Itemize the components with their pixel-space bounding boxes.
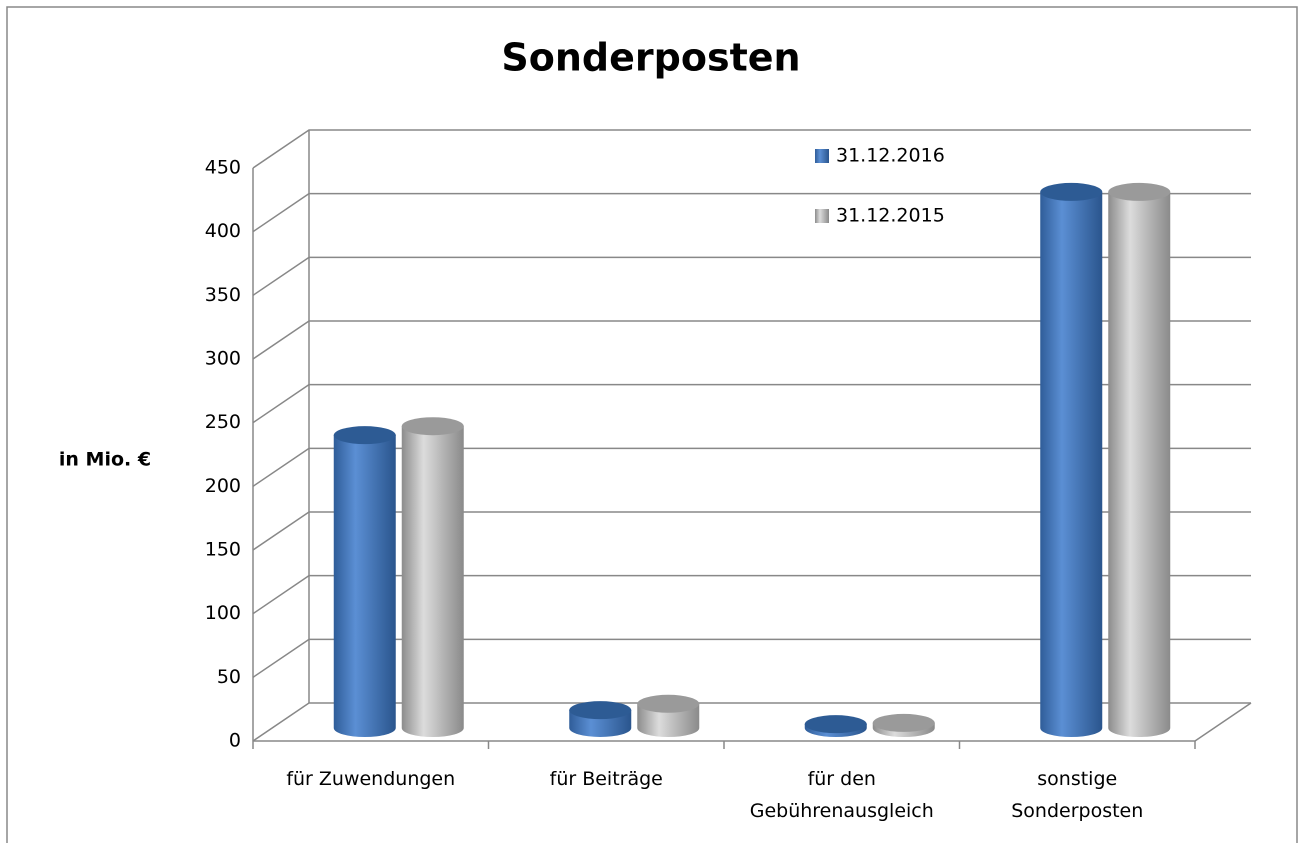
bar-top — [1040, 182, 1103, 201]
grid-line — [252, 192, 1251, 233]
y-tick-label: 450 — [205, 157, 241, 179]
bar-body — [637, 703, 700, 738]
bar-top — [333, 426, 396, 445]
bar-body — [401, 426, 464, 738]
bar — [1108, 182, 1171, 738]
bar — [401, 417, 464, 738]
bar-top — [637, 694, 700, 713]
legend-label: 31.12.2016 — [836, 145, 945, 167]
y-tick-label: 100 — [205, 602, 241, 624]
grid-line — [252, 511, 1251, 551]
x-tick-label: für Zuwendungen — [286, 768, 455, 790]
y-tick-label: 250 — [205, 411, 241, 433]
bar-body — [1040, 191, 1103, 738]
grid-line — [252, 320, 1251, 360]
bar-top — [569, 701, 632, 720]
y-tick-label: 300 — [205, 348, 241, 370]
bar — [333, 426, 396, 738]
grid-line — [252, 447, 1251, 487]
bar-top — [401, 417, 464, 436]
grid-line — [252, 574, 1251, 615]
bar-body — [1108, 191, 1171, 738]
chart-title: Sonderposten — [501, 36, 800, 80]
y-tick-label: 400 — [205, 220, 241, 242]
bar — [1040, 182, 1103, 738]
grid-line — [252, 256, 1251, 296]
bar-top — [804, 715, 867, 734]
bar — [804, 715, 867, 738]
y-tick-label: 350 — [205, 284, 241, 306]
y-tick-label: 50 — [217, 666, 241, 688]
bar — [872, 713, 935, 738]
bar-top — [872, 713, 935, 732]
y-tick-label: 150 — [205, 539, 241, 561]
grid-line — [252, 129, 1251, 169]
x-tick-label: für Beiträge — [550, 768, 663, 790]
frame — [6, 6, 1298, 843]
legend-swatch — [815, 149, 829, 163]
bar-top — [1108, 182, 1171, 201]
grid-line — [252, 638, 1251, 678]
bar — [569, 701, 632, 737]
legend-swatch — [815, 209, 829, 223]
grid-line — [252, 702, 1251, 742]
y-tick-label: 0 — [229, 730, 241, 752]
grid-line — [252, 383, 1251, 424]
x-tick-label: für den Gebührenausgleich — [750, 768, 934, 822]
y-axis-label: in Mio. € — [59, 449, 151, 471]
legend-label: 31.12.2015 — [836, 205, 945, 227]
bar — [637, 694, 700, 738]
bar-body — [333, 435, 396, 738]
x-tick-label: sonstige Sonderposten — [1011, 768, 1143, 822]
y-tick-label: 200 — [205, 475, 241, 497]
